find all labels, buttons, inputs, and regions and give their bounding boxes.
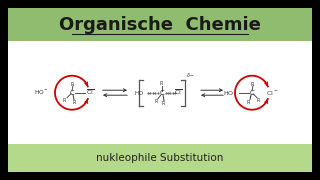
FancyBboxPatch shape <box>8 8 312 172</box>
Text: $\mathsf{R}$: $\mathsf{R}$ <box>159 79 164 87</box>
Text: $\mathsf{R}$: $\mathsf{R}$ <box>70 80 76 88</box>
Text: nukleophile Substitution: nukleophile Substitution <box>96 153 224 163</box>
Text: $\mathsf{R}$: $\mathsf{R}$ <box>250 80 256 88</box>
Text: $\delta-$: $\delta-$ <box>186 71 196 79</box>
Text: $\mathsf{R}$: $\mathsf{R}$ <box>256 96 262 104</box>
FancyBboxPatch shape <box>8 144 312 172</box>
Text: $\mathsf{HO}$: $\mathsf{HO}$ <box>223 89 234 97</box>
Text: $\mathsf{HO}$: $\mathsf{HO}$ <box>134 89 144 97</box>
Text: $\mathsf{Cl^-}$: $\mathsf{Cl^-}$ <box>266 89 278 97</box>
Text: Organische  Chemie: Organische Chemie <box>59 16 261 34</box>
Text: $\mathsf{\overline{Cl}}$: $\mathsf{\overline{Cl}}$ <box>86 88 94 97</box>
FancyBboxPatch shape <box>8 8 312 41</box>
Text: C: C <box>70 90 74 96</box>
Text: $\mathsf{R}$: $\mathsf{R}$ <box>154 97 160 105</box>
Text: C: C <box>250 90 254 96</box>
Text: $\mathsf{R}$: $\mathsf{R}$ <box>161 99 167 107</box>
Text: $\mathsf{HO^-}$: $\mathsf{HO^-}$ <box>34 88 49 96</box>
Text: $\mathsf{R}$: $\mathsf{R}$ <box>246 98 252 106</box>
Text: C: C <box>160 90 164 96</box>
Text: $\mathsf{R}$: $\mathsf{R}$ <box>72 98 78 106</box>
Text: $\mathsf{R}$: $\mathsf{R}$ <box>62 96 68 104</box>
Text: $\mathsf{\overline{Cl}}$: $\mathsf{\overline{Cl}}$ <box>174 88 182 97</box>
